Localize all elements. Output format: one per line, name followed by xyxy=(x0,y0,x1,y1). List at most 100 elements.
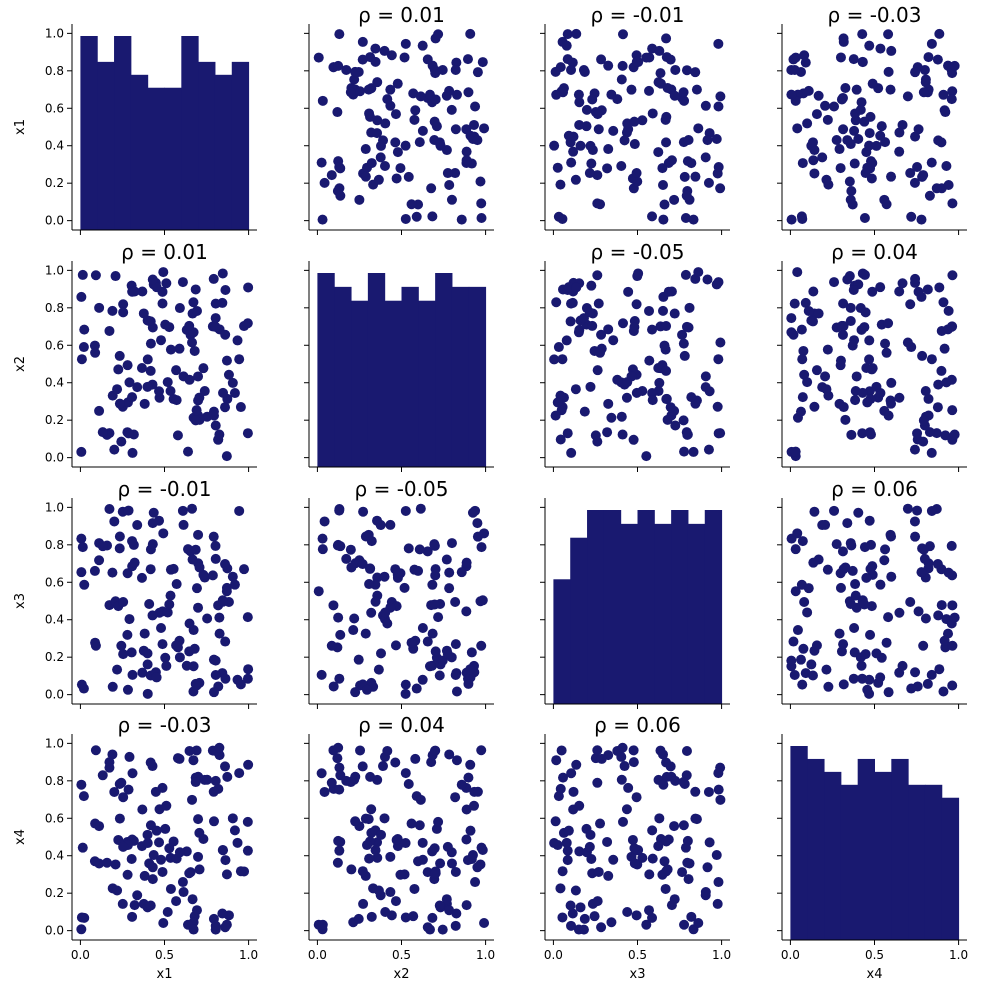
scatter-point xyxy=(450,866,461,877)
scatter-point xyxy=(661,321,672,332)
scatter-point xyxy=(90,347,101,358)
scatter-point xyxy=(413,856,424,867)
scatter-point xyxy=(112,885,123,896)
scatter-point xyxy=(836,94,847,105)
scatter-point xyxy=(476,745,487,756)
scatter-point xyxy=(444,749,455,760)
scatter-point xyxy=(592,365,603,376)
histogram-bar xyxy=(807,758,825,940)
scatter-point xyxy=(112,384,123,395)
scatter-point xyxy=(433,612,444,623)
y-tick-label: 0.0 xyxy=(45,688,64,702)
scatter-point xyxy=(187,337,198,348)
correlation-title: ρ = -0.05 xyxy=(591,240,685,264)
scatter-point xyxy=(842,518,853,529)
scatter-point xyxy=(444,85,455,96)
scatter-point xyxy=(566,64,577,75)
scatter-point xyxy=(76,567,87,578)
scatter-point xyxy=(174,847,185,858)
scatter-point xyxy=(792,267,803,278)
scatter-point xyxy=(242,816,253,827)
scatter-point xyxy=(894,146,905,157)
scatter-point xyxy=(715,337,726,348)
scatter-point xyxy=(797,536,808,547)
scatter-point xyxy=(811,109,822,120)
scatter-point xyxy=(234,505,245,516)
scatter-point xyxy=(788,329,799,340)
scatter-point xyxy=(570,384,581,395)
scatter-point xyxy=(444,583,455,594)
scatter-point xyxy=(586,280,597,291)
scatter-point xyxy=(220,402,231,413)
scatter-point xyxy=(475,176,486,187)
scatter-point xyxy=(865,429,876,440)
scatter-point xyxy=(792,528,803,539)
scatter-point xyxy=(881,199,892,210)
scatter-point xyxy=(191,905,202,916)
scatter-point xyxy=(136,572,147,583)
scatter-point xyxy=(587,320,598,331)
scatter-point xyxy=(857,428,868,439)
scatter-point xyxy=(210,670,221,681)
scatter-point xyxy=(795,654,806,665)
scatter-point xyxy=(557,213,568,224)
scatter-point xyxy=(114,813,125,824)
scatter-point xyxy=(184,374,195,385)
scatter-point xyxy=(178,519,189,530)
scatter-point xyxy=(165,344,176,355)
scatter-point xyxy=(817,152,828,163)
scatter-point xyxy=(184,320,195,331)
scatter-point xyxy=(681,746,692,757)
scatter-point xyxy=(187,503,198,514)
scatter-point xyxy=(909,444,920,455)
scatter-point xyxy=(552,840,563,851)
scatter-point xyxy=(414,544,425,555)
scatter-point xyxy=(678,777,689,788)
scatter-point xyxy=(886,571,897,582)
scatter-point xyxy=(476,212,487,223)
scatter-point xyxy=(147,539,158,550)
scatter-point xyxy=(847,340,858,351)
scatter-point xyxy=(669,308,680,319)
histogram-bar xyxy=(367,273,386,467)
scatter-point xyxy=(670,420,681,431)
scatter-point xyxy=(566,768,577,779)
scatter-point xyxy=(608,125,619,136)
scatter-point xyxy=(838,36,849,47)
x-tick-label: 1.0 xyxy=(239,948,258,962)
histogram-bar xyxy=(620,523,638,704)
scatter-point xyxy=(465,825,476,836)
scatter-point xyxy=(677,329,688,340)
scatter-point xyxy=(840,562,851,573)
scatter-point xyxy=(334,673,345,684)
scatter-point xyxy=(395,163,406,174)
scatter-point xyxy=(77,842,88,853)
scatter-point xyxy=(938,686,949,697)
panel-x4-x3: 0.0 0.5 1.0 x3 xyxy=(540,734,731,982)
scatter-point xyxy=(400,688,411,699)
scatter-point xyxy=(469,119,480,130)
scatter-point xyxy=(662,414,673,425)
scatter-point xyxy=(446,194,457,205)
x-tick-label: 0.0 xyxy=(781,948,800,962)
scatter-point xyxy=(102,857,113,868)
panel-x4-x1: 0.0 0.2 0.4 0.6 0.8 1.0 0.0 0.5 1.0 x4 x1 xyxy=(13,734,258,982)
scatter-point xyxy=(679,350,690,361)
scatter-point xyxy=(842,274,853,285)
scatter-point xyxy=(429,540,440,551)
scatter-point xyxy=(476,542,487,553)
scatter-point xyxy=(713,277,724,288)
scatter-point xyxy=(444,905,455,916)
scatter-point xyxy=(145,365,156,376)
scatter-point xyxy=(859,212,870,223)
scatter-point xyxy=(147,274,158,285)
scatter-point xyxy=(372,77,383,88)
panel-x4-x4: 0.0 0.5 1.0 x4 xyxy=(777,734,968,982)
x-tick-label: 0.5 xyxy=(155,948,174,962)
scatter-point xyxy=(90,270,101,281)
scatter-point xyxy=(797,354,808,365)
scatter-point xyxy=(616,411,627,422)
scatter-point xyxy=(466,647,477,658)
scatter-point xyxy=(655,68,666,79)
scatter-point xyxy=(883,612,894,623)
